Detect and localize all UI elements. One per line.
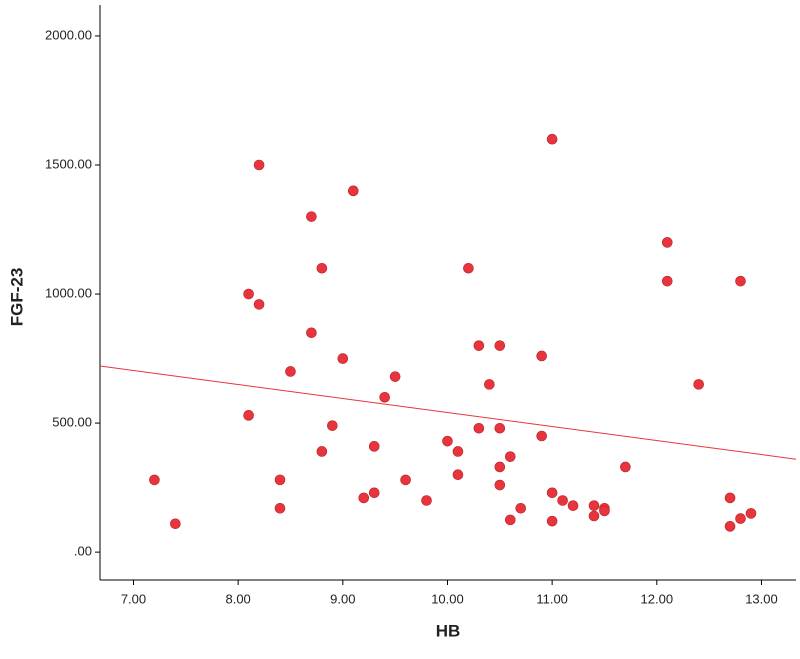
point (494, 479, 506, 491)
y-axis-label: FGF-23 (7, 268, 26, 327)
fit-line (99, 365, 797, 460)
point (661, 237, 673, 248)
point (389, 371, 401, 382)
point (515, 502, 527, 514)
point (546, 487, 558, 499)
point (735, 513, 746, 524)
point (452, 469, 464, 481)
point (337, 353, 349, 364)
point (546, 133, 558, 145)
x-axis-label: HB (436, 621, 461, 640)
y-tick-label: 1500.00 (45, 156, 92, 171)
point (379, 391, 390, 403)
point (452, 446, 464, 457)
point (274, 474, 286, 486)
point (285, 366, 296, 377)
point (463, 262, 474, 274)
point (274, 502, 286, 514)
point (368, 441, 380, 452)
point (484, 379, 495, 390)
point (536, 430, 547, 442)
point (504, 451, 516, 462)
x-tick-label: 9.00 (330, 591, 355, 606)
point (693, 379, 704, 390)
x-tick-label: 12.00 (641, 591, 674, 606)
point (306, 327, 317, 339)
point (316, 262, 328, 274)
point (546, 515, 558, 527)
point (170, 518, 181, 530)
x-tick-label: 7.00 (121, 591, 146, 606)
point (473, 422, 485, 434)
point (504, 514, 516, 526)
point (358, 492, 370, 504)
point (243, 288, 254, 300)
point (494, 422, 506, 434)
point (347, 185, 359, 197)
y-tick-label: 1000.00 (45, 285, 92, 300)
point (149, 474, 160, 486)
point (421, 495, 432, 506)
x-tick-label: 10.00 (431, 591, 464, 606)
point (442, 435, 453, 447)
point (724, 521, 736, 532)
point (557, 495, 568, 506)
point (536, 350, 547, 362)
point (243, 410, 254, 421)
point (316, 446, 328, 457)
point (494, 461, 506, 473)
point (473, 340, 485, 351)
point (567, 500, 579, 511)
point (588, 500, 600, 511)
point (661, 275, 673, 287)
y-tick-label: 2000.00 (45, 27, 92, 42)
point (327, 420, 338, 431)
point (735, 275, 746, 287)
point (494, 340, 506, 351)
point (620, 461, 631, 473)
y-tick-label: 500.00 (52, 415, 92, 430)
y-tick-label: .00 (74, 544, 92, 559)
point (368, 487, 380, 499)
x-tick-label: 11.00 (536, 591, 568, 606)
x-tick-label: 13.00 (745, 591, 778, 606)
point (306, 211, 317, 222)
point (253, 299, 265, 310)
point (745, 508, 757, 519)
point (400, 474, 411, 486)
x-tick-label: 8.00 (225, 591, 250, 606)
point (724, 492, 736, 504)
point (599, 505, 610, 517)
point (588, 510, 600, 522)
point (253, 159, 265, 171)
